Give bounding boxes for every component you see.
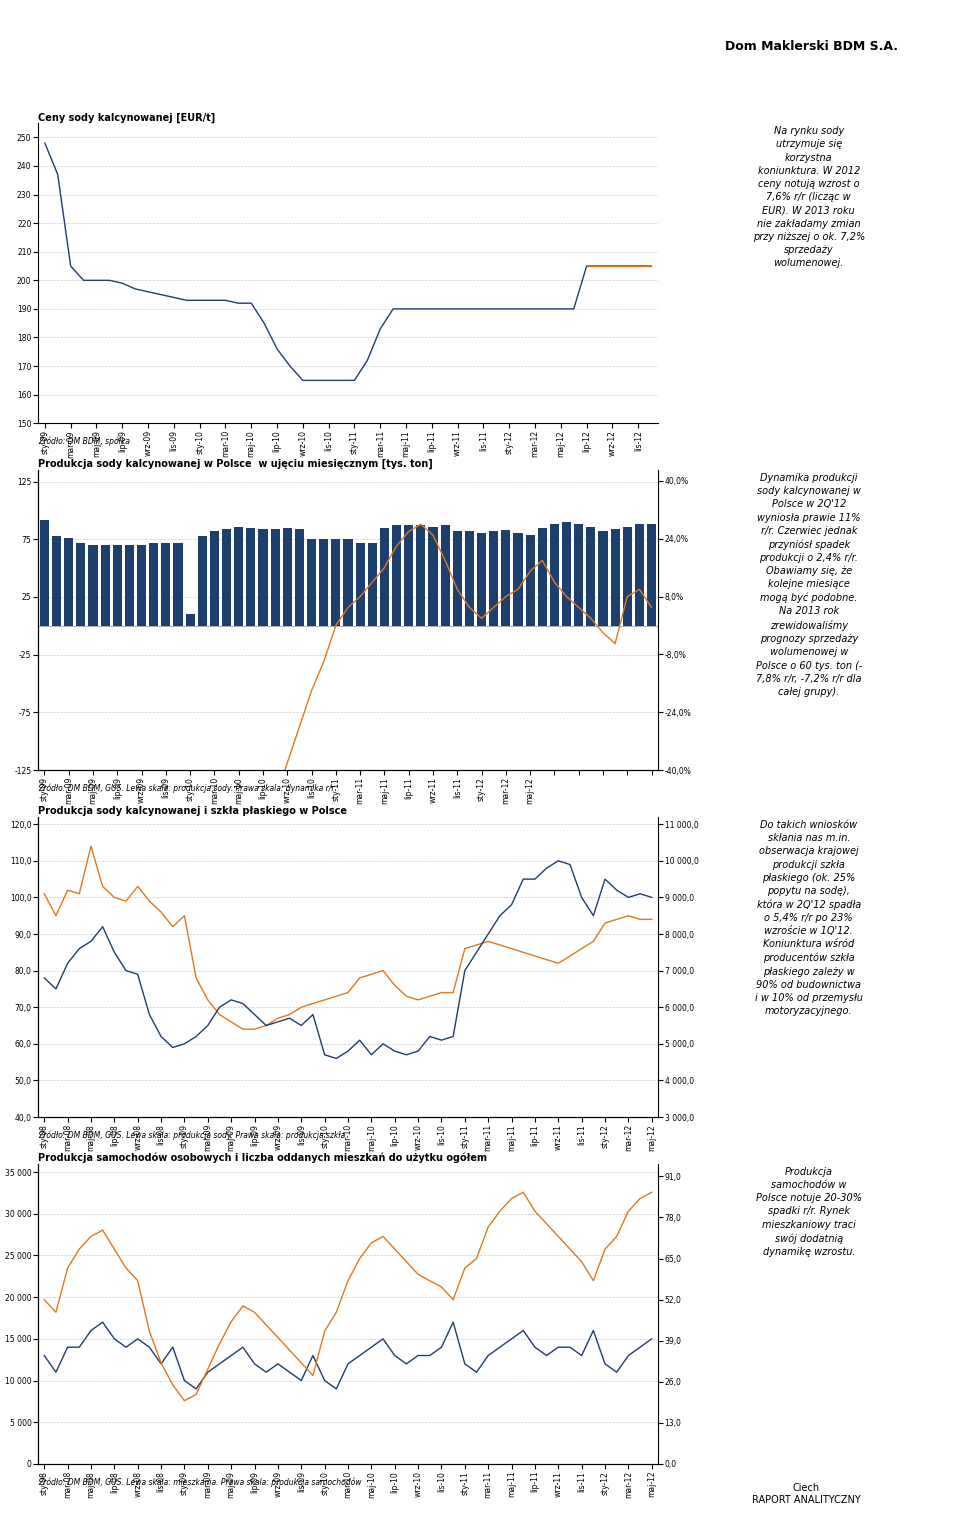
Bar [234, 526, 243, 626]
Text: Źródło: DM BDM, GUS. Lewa skala: produkcja sody. Prawa skala: dynamika r/r: Źródło: DM BDM, GUS. Lewa skala: produkc… [38, 782, 335, 793]
Bar [174, 543, 182, 626]
Text: Dom Maklerski BDM S.A.: Dom Maklerski BDM S.A. [725, 40, 898, 52]
Bar [331, 539, 341, 626]
Bar [319, 539, 328, 626]
Bar [295, 529, 304, 626]
Bar [88, 545, 98, 626]
Bar [647, 525, 656, 626]
Bar [538, 528, 547, 626]
Bar [525, 534, 535, 626]
Text: Do takich wniosków
skłania nas m.in.
obserwacja krajowej
produkcji szkła
płaskie: Do takich wniosków skłania nas m.in. obs… [755, 820, 863, 1016]
Bar [392, 525, 401, 626]
Bar [428, 526, 438, 626]
Bar [453, 531, 462, 626]
Text: Źródło: DM BDM, GUS. Lewa skala: mieszkania. Prawa skala: produkcja samochodów: Źródło: DM BDM, GUS. Lewa skala: mieszka… [38, 1476, 362, 1487]
Bar [307, 539, 316, 626]
Legend: produkcja sody kalcynowanej tys. ton, produkcja szkła płaskiego tys. m2: produkcja sody kalcynowanej tys. ton, pr… [78, 1217, 396, 1233]
Bar [477, 534, 486, 626]
Bar [52, 536, 61, 626]
Bar [112, 545, 122, 626]
Text: Ciech
RAPORT ANALITYCZNY: Ciech RAPORT ANALITYCZNY [752, 1482, 861, 1505]
Bar [222, 529, 231, 626]
Bar [355, 543, 365, 626]
Bar [598, 531, 608, 626]
Bar [271, 529, 279, 626]
Bar [514, 534, 522, 626]
Bar [247, 528, 255, 626]
Text: Źródło: DM BDM, spółka: Źródło: DM BDM, spółka [38, 436, 131, 446]
Bar [344, 539, 352, 626]
Bar [623, 526, 632, 626]
Legend: produkcja sody kalcynowanej GUS, dynamika r/r: produkcja sody kalcynowanej GUS, dynamik… [125, 871, 348, 886]
Text: Produkcja sody kalcynowanej i szkła płaskiego w Polsce: Produkcja sody kalcynowanej i szkła płas… [38, 806, 348, 816]
Bar [368, 543, 377, 626]
Bar [125, 545, 134, 626]
Text: Produkcja
samochodów w
Polsce notuje 20-30%
spadki r/r. Rynek
mieszkaniowy traci: Produkcja samochodów w Polsce notuje 20-… [756, 1167, 862, 1257]
Bar [611, 529, 619, 626]
Bar [137, 545, 146, 626]
Text: Ceny sody kalcynowanej [EUR/t]: Ceny sody kalcynowanej [EUR/t] [38, 112, 216, 123]
Bar [77, 543, 85, 626]
Bar [210, 531, 219, 626]
Bar [490, 531, 498, 626]
Bar [404, 525, 413, 626]
Bar [562, 522, 571, 626]
Bar [417, 525, 425, 626]
Bar [258, 529, 268, 626]
Bar [283, 528, 292, 626]
Bar [587, 526, 595, 626]
Bar [635, 525, 644, 626]
Bar [101, 545, 109, 626]
Bar [380, 528, 389, 626]
Bar [161, 543, 171, 626]
Bar [198, 536, 206, 626]
Bar [64, 539, 73, 626]
Bar [465, 531, 474, 626]
Bar [501, 529, 511, 626]
Bar [550, 525, 559, 626]
Text: Produkcja sody kalcynowanej w Polsce  w ujęciu miesięcznym [tys. ton]: Produkcja sody kalcynowanej w Polsce w u… [38, 459, 433, 469]
Text: Na rynku sody
utrzymuje się
korzystna
koniunktura. W 2012
ceny notują wzrost o
7: Na rynku sody utrzymuje się korzystna ko… [753, 126, 865, 268]
Bar [441, 525, 449, 626]
Text: Produkcja samochodów osobowych i liczba oddanych mieszkań do użytku ogółem: Produkcja samochodów osobowych i liczba … [38, 1153, 488, 1163]
Bar [149, 543, 158, 626]
Bar [185, 614, 195, 626]
Bar [40, 520, 49, 626]
Text: Źródło: DM BDM, GUS. Lewa skala: produkcja sody. Prawa skala: produkcja szkła: Źródło: DM BDM, GUS. Lewa skala: produkc… [38, 1130, 346, 1140]
Text: Dynamika produkcji
sody kalcynowanej w
Polsce w 2Q'12
wyniosła prawie 11%
r/r. C: Dynamika produkcji sody kalcynowanej w P… [756, 472, 862, 697]
Bar [574, 525, 584, 626]
